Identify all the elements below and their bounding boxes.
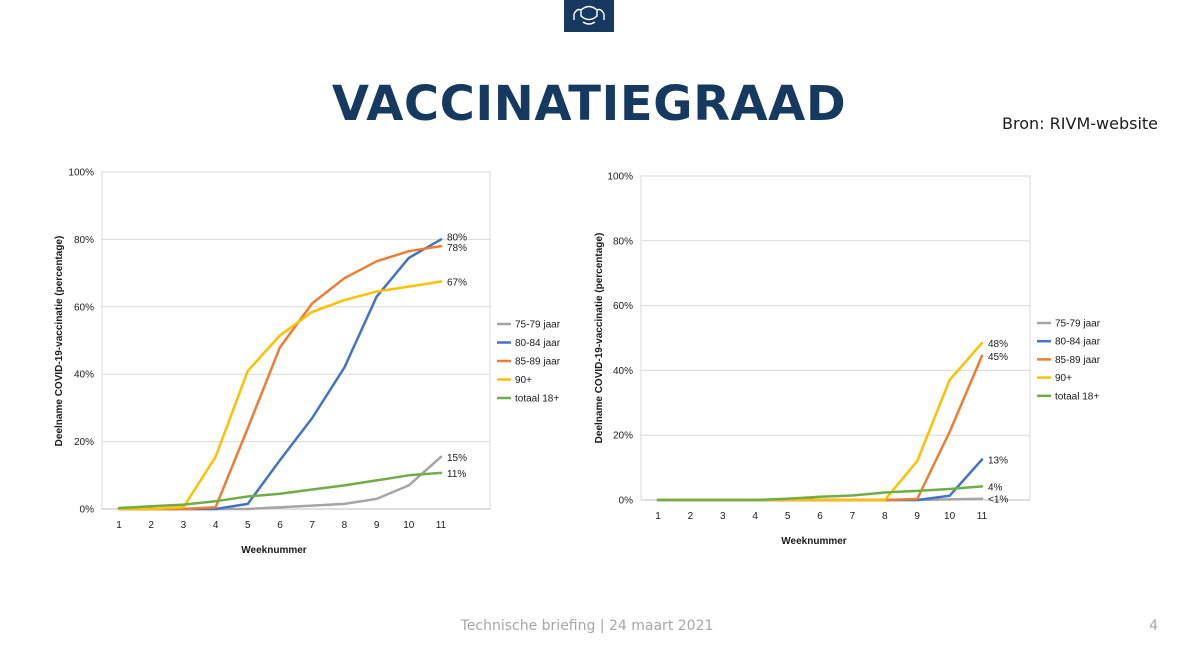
x-tick-label: 9 <box>914 511 920 522</box>
y-tick-label: 0% <box>619 496 634 507</box>
x-tick-label: 10 <box>944 511 956 522</box>
data-label: 80% <box>447 232 467 243</box>
data-label: 67% <box>447 278 467 289</box>
x-tick-label: 9 <box>374 520 380 531</box>
y-tick-label: 20% <box>613 431 633 442</box>
data-label: 78% <box>447 243 467 254</box>
source-note: Bron: RIVM-website <box>1002 114 1158 133</box>
data-label: <1% <box>988 495 1008 506</box>
x-axis-title: Weeknummer <box>241 545 307 556</box>
plot-area <box>640 175 1031 501</box>
y-tick-label: 60% <box>613 301 633 312</box>
series-line <box>117 471 443 510</box>
data-label: 13% <box>988 456 1008 467</box>
x-tick-label: 1 <box>116 520 122 531</box>
x-tick-label: 10 <box>403 520 415 531</box>
legend-label: 80-84 jaar <box>515 338 561 349</box>
y-axis-title: Deelname COVID-19-vaccinatie (percentage… <box>594 233 605 444</box>
legend-label: totaal 18+ <box>515 394 559 405</box>
y-tick-label: 20% <box>74 437 94 448</box>
series-line <box>656 354 984 502</box>
y-tick-label: 80% <box>74 235 94 246</box>
legend-label: 90+ <box>1055 373 1072 384</box>
series-line <box>117 280 443 511</box>
data-label: 45% <box>988 352 1008 363</box>
x-tick-label: 4 <box>752 511 758 522</box>
y-tick-label: 0% <box>80 505 95 516</box>
x-tick-label: 6 <box>277 520 283 531</box>
logo-background <box>564 0 614 32</box>
legend-label: 80-84 jaar <box>1055 337 1101 348</box>
legend-label: 85-89 jaar <box>1055 355 1101 366</box>
coat-of-arms-icon <box>573 5 605 25</box>
government-logo <box>564 0 614 32</box>
y-axis-title: Deelname COVID-19-vaccinatie (percentage… <box>54 236 65 447</box>
x-tick-label: 6 <box>817 511 823 522</box>
legend-label: totaal 18+ <box>1055 391 1099 402</box>
page-number: 4 <box>1149 618 1158 634</box>
slide-title: VACCINATIEGRAAD <box>331 76 847 132</box>
legend-label: 75-79 jaar <box>515 320 561 331</box>
legend-label: 75-79 jaar <box>1055 319 1101 330</box>
x-tick-label: 7 <box>309 520 315 531</box>
data-label: 15% <box>447 453 467 464</box>
y-tick-label: 60% <box>74 302 94 313</box>
x-tick-label: 5 <box>785 511 791 522</box>
x-tick-label: 8 <box>882 511 888 522</box>
data-label: 48% <box>988 339 1008 350</box>
x-tick-label: 2 <box>688 511 694 522</box>
legend-label: 85-89 jaar <box>515 357 561 368</box>
footer-text: Technische briefing | 24 maart 2021 <box>460 618 714 634</box>
series-line <box>656 341 984 502</box>
y-tick-label: 80% <box>613 236 633 247</box>
x-tick-label: 4 <box>213 520 219 531</box>
y-tick-label: 40% <box>613 366 633 377</box>
y-tick-label: 40% <box>74 370 94 381</box>
x-tick-label: 8 <box>342 520 348 531</box>
series-line <box>656 485 984 502</box>
x-tick-label: 1 <box>655 511 661 522</box>
legend-label: 90+ <box>515 375 532 386</box>
data-label: 4% <box>988 482 1003 493</box>
y-tick-label: 100% <box>68 168 94 179</box>
x-tick-label: 3 <box>181 520 187 531</box>
y-tick-label: 100% <box>607 172 633 183</box>
x-tick-label: 11 <box>977 511 988 522</box>
x-tick-label: 7 <box>850 511 856 522</box>
x-axis-title: Weeknummer <box>781 536 847 547</box>
x-tick-label: 5 <box>245 520 251 531</box>
data-label: 11% <box>447 469 466 480</box>
x-tick-label: 2 <box>148 520 154 531</box>
x-tick-label: 3 <box>720 511 726 522</box>
x-tick-label: 11 <box>436 520 447 531</box>
